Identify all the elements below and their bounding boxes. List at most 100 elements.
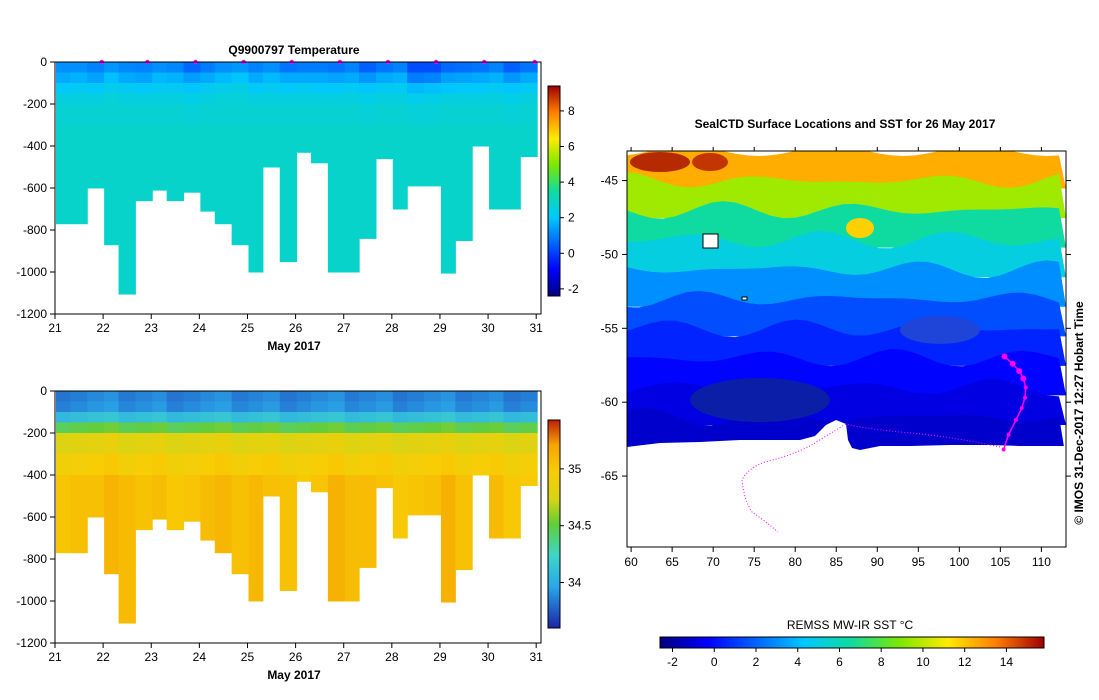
section-cell bbox=[135, 433, 153, 455]
seal-location bbox=[1023, 385, 1028, 390]
section-cell bbox=[214, 422, 233, 434]
section-cell bbox=[503, 146, 521, 210]
section-cell bbox=[231, 72, 249, 84]
section-cell bbox=[279, 72, 298, 84]
section-cell bbox=[424, 433, 442, 455]
colorbar-tick-label: 34 bbox=[568, 576, 582, 590]
section-cell bbox=[296, 391, 312, 402]
section-cell bbox=[248, 422, 264, 434]
section-cell bbox=[152, 125, 168, 147]
x-tick-label: 105 bbox=[990, 555, 1010, 569]
section-cell bbox=[440, 93, 456, 105]
x-tick-label: 85 bbox=[830, 555, 844, 569]
section-cell bbox=[262, 422, 281, 434]
y-tick-label: 0 bbox=[40, 55, 47, 69]
section-cell bbox=[327, 125, 346, 147]
section-cell bbox=[359, 125, 377, 147]
section-cell bbox=[424, 146, 442, 187]
section-cell bbox=[440, 401, 456, 413]
y-tick-label: -1000 bbox=[16, 265, 47, 279]
section-cell bbox=[166, 391, 185, 402]
section-cell bbox=[248, 125, 264, 147]
seal-location bbox=[1001, 353, 1008, 360]
section-cell bbox=[279, 93, 298, 105]
section-cell bbox=[152, 104, 168, 126]
section-cell bbox=[359, 72, 377, 84]
section-cell bbox=[296, 125, 312, 147]
section-cell bbox=[262, 83, 281, 94]
section-cell bbox=[231, 93, 249, 105]
section-cell bbox=[455, 93, 473, 105]
section-cell bbox=[262, 104, 281, 126]
section-cell bbox=[503, 433, 521, 455]
section-cell bbox=[311, 146, 329, 164]
section-cell bbox=[279, 62, 298, 73]
section-cell bbox=[311, 412, 329, 423]
section-cell bbox=[455, 422, 473, 434]
section-cell bbox=[214, 412, 233, 423]
section-cell bbox=[407, 83, 425, 94]
section-cell bbox=[231, 401, 249, 413]
section-cell bbox=[87, 83, 105, 94]
section-cell bbox=[231, 146, 249, 246]
section-cell bbox=[359, 104, 377, 126]
section-cell bbox=[472, 83, 490, 94]
section-cell bbox=[520, 401, 538, 413]
section-cell bbox=[70, 72, 88, 84]
section-cell bbox=[104, 454, 120, 476]
section-cell bbox=[489, 125, 505, 147]
x-tick-label: 26 bbox=[289, 321, 303, 335]
sst-map-frame bbox=[626, 150, 1067, 548]
section-cell bbox=[166, 93, 185, 105]
section-cell bbox=[118, 401, 136, 413]
sst-map-panel: SealCTD Surface Locations and SST for 26… bbox=[601, 117, 1086, 669]
section-cell bbox=[152, 422, 168, 434]
section-cell bbox=[424, 391, 442, 402]
x-tick-label: 27 bbox=[337, 321, 351, 335]
section-cell bbox=[489, 391, 505, 402]
colorbar-tick-label: 6 bbox=[836, 655, 843, 669]
x-tick-label: 25 bbox=[241, 650, 255, 664]
section-cell bbox=[279, 475, 298, 591]
x-tick-label: 29 bbox=[433, 650, 447, 664]
section-cell bbox=[70, 62, 88, 73]
section-cell bbox=[200, 433, 216, 455]
section-cell bbox=[166, 62, 185, 73]
section-cell bbox=[375, 391, 394, 402]
section-cell bbox=[70, 422, 88, 434]
section-cell bbox=[455, 454, 473, 476]
section-cell bbox=[455, 412, 473, 423]
section-cell bbox=[166, 422, 185, 434]
x-tick-label: 28 bbox=[385, 321, 399, 335]
section-cell bbox=[70, 433, 88, 455]
section-cell bbox=[440, 422, 456, 434]
cool-patch bbox=[690, 378, 830, 422]
section-cell bbox=[56, 72, 71, 84]
colorbar-tick-label: 2 bbox=[568, 211, 575, 225]
section-cell bbox=[56, 412, 71, 423]
section-cell bbox=[214, 104, 233, 126]
x-tick-label: 22 bbox=[96, 321, 110, 335]
section-cell bbox=[248, 72, 264, 84]
section-cell bbox=[118, 391, 136, 402]
section-cell bbox=[455, 146, 473, 241]
section-cell bbox=[135, 391, 153, 402]
colorbar-tick-label: -2 bbox=[568, 282, 579, 296]
section-cell bbox=[152, 93, 168, 105]
section-cell bbox=[520, 454, 538, 476]
section-cell bbox=[375, 422, 394, 434]
section-cell bbox=[248, 401, 264, 413]
section-cell bbox=[296, 104, 312, 126]
section-cell bbox=[311, 475, 329, 493]
section-cell bbox=[520, 83, 538, 94]
section-cell bbox=[118, 62, 136, 73]
section-cell bbox=[424, 104, 442, 126]
section-cell bbox=[440, 454, 456, 476]
salinity-panel: 21 22 23 24 25 26 27 28 29 30 31 0 -200 -400 -600 -800 -… bbox=[16, 384, 591, 682]
section-cell bbox=[262, 475, 281, 497]
section-cell bbox=[200, 391, 216, 402]
section-cell bbox=[407, 62, 425, 73]
section-cell bbox=[56, 391, 71, 402]
section-cell bbox=[104, 83, 120, 94]
temperature-panel: Q9900797 Temperature 21 22 23 24 25 26 27 28 29 3… bbox=[16, 43, 579, 353]
